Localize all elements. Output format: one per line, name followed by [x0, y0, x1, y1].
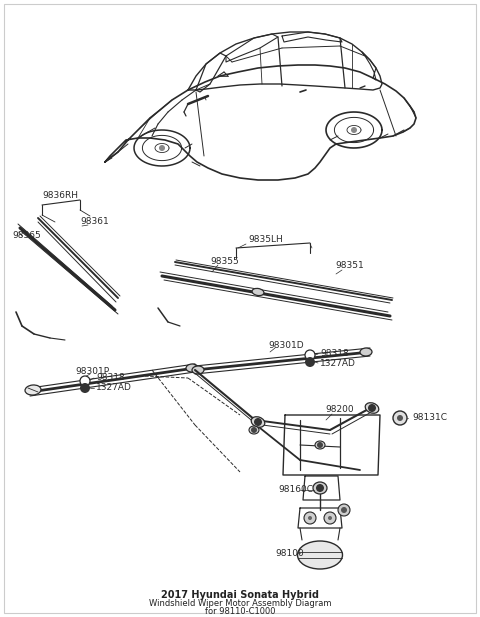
- Text: 98318: 98318: [320, 349, 349, 358]
- Ellipse shape: [313, 482, 327, 494]
- Circle shape: [351, 127, 357, 133]
- Text: 98301P: 98301P: [75, 368, 109, 376]
- Ellipse shape: [360, 348, 372, 356]
- Text: 98351: 98351: [335, 262, 364, 270]
- Text: 1327AD: 1327AD: [96, 384, 132, 392]
- Text: 2017 Hyundai Sonata Hybrid: 2017 Hyundai Sonata Hybrid: [161, 590, 319, 600]
- Circle shape: [341, 507, 347, 513]
- Text: 98160C: 98160C: [278, 486, 313, 494]
- Ellipse shape: [252, 288, 264, 296]
- Circle shape: [251, 427, 257, 433]
- Circle shape: [338, 504, 350, 516]
- Text: 98301D: 98301D: [268, 341, 304, 349]
- Text: 98355: 98355: [210, 257, 239, 267]
- Ellipse shape: [251, 416, 265, 428]
- Text: Windshield Wiper Motor Assembly Diagram: Windshield Wiper Motor Assembly Diagram: [149, 600, 331, 608]
- Text: 98131C: 98131C: [412, 413, 447, 423]
- Text: 98200: 98200: [325, 405, 354, 415]
- Ellipse shape: [249, 426, 259, 434]
- Text: 98100: 98100: [275, 549, 304, 558]
- Ellipse shape: [186, 364, 198, 372]
- Ellipse shape: [298, 541, 343, 569]
- Text: 98365: 98365: [12, 231, 41, 241]
- Circle shape: [80, 376, 90, 386]
- Circle shape: [254, 418, 262, 426]
- Circle shape: [316, 484, 324, 492]
- Circle shape: [159, 145, 165, 151]
- Circle shape: [397, 415, 403, 421]
- Text: 9836RH: 9836RH: [42, 191, 78, 201]
- Circle shape: [368, 404, 376, 412]
- Circle shape: [308, 516, 312, 520]
- Text: 9835LH: 9835LH: [248, 236, 283, 244]
- Ellipse shape: [25, 385, 41, 395]
- Text: 98361: 98361: [80, 218, 109, 226]
- Text: 98318: 98318: [96, 373, 125, 383]
- Circle shape: [393, 411, 407, 425]
- Text: 1327AD: 1327AD: [320, 358, 356, 368]
- Ellipse shape: [365, 403, 379, 413]
- Circle shape: [80, 383, 90, 393]
- Text: for 98110-C1000: for 98110-C1000: [205, 608, 275, 616]
- Circle shape: [305, 350, 315, 360]
- Circle shape: [317, 442, 323, 448]
- Circle shape: [328, 516, 332, 520]
- Circle shape: [304, 512, 316, 524]
- Circle shape: [305, 357, 315, 367]
- Ellipse shape: [192, 366, 204, 374]
- Circle shape: [324, 512, 336, 524]
- Ellipse shape: [315, 441, 325, 449]
